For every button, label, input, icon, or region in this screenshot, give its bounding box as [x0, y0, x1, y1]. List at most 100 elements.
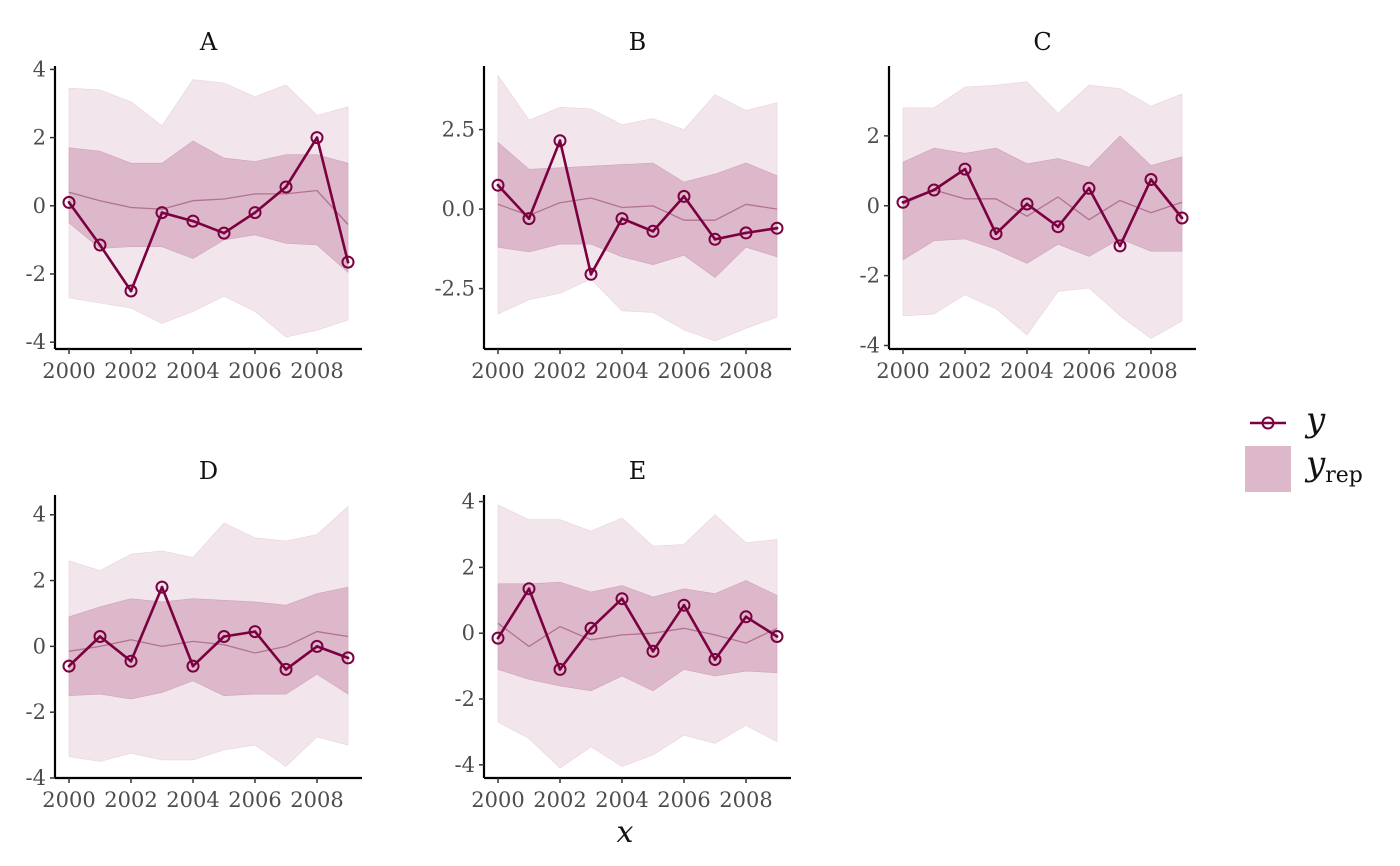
- y-observed-point: [341, 255, 355, 269]
- y-observed-point-center: [1118, 244, 1122, 248]
- y-observed-point: [1113, 239, 1127, 253]
- x-tick-label: 2004: [166, 788, 219, 812]
- x-tick-label: 2004: [595, 359, 648, 383]
- y-tick-label: -4: [860, 334, 880, 358]
- y-observed-point: [553, 662, 567, 676]
- legend-entry-yrep: yrep: [1245, 444, 1363, 492]
- y-tick-label: 0: [33, 194, 46, 218]
- legend-label-y: y: [1304, 400, 1326, 440]
- x-tick-label: 2006: [228, 788, 281, 812]
- y-tick-label: 0: [33, 634, 46, 658]
- yrep-median-line: [497, 197, 778, 221]
- y-observed-point: [1082, 181, 1096, 195]
- y-observed-point-center: [346, 260, 350, 264]
- y-observed-point: [584, 267, 598, 281]
- y-observed-point-center: [315, 136, 319, 140]
- y-observed-point-center: [620, 597, 624, 601]
- y-observed-point-center: [191, 219, 195, 223]
- y-observed-point: [708, 232, 722, 246]
- y-tick-label: 4: [462, 490, 475, 514]
- legend-yrep-band-swatch: [1245, 446, 1291, 492]
- y-observed-point: [615, 592, 629, 606]
- panel-title: C: [1033, 28, 1051, 56]
- x-axis-title: x: [617, 815, 634, 850]
- legend-label-yrep-subscript: rep: [1325, 463, 1363, 488]
- yrep-inner-interval-band: [68, 140, 349, 273]
- y-observed-point: [708, 653, 722, 666]
- panel-a: A -4 -2 0 2 4 2000 2002 2004 2006 2008: [26, 28, 362, 383]
- y-observed-point-center: [1149, 178, 1153, 181]
- y-observed-line: [496, 587, 778, 671]
- y-observed-line: [67, 136, 350, 293]
- x-tick-label: 2000: [471, 788, 524, 812]
- y-observed-point: [310, 131, 324, 145]
- y-observed-point: [248, 206, 262, 220]
- y-observed-point: [155, 580, 169, 594]
- y-observed-line: [902, 167, 1184, 248]
- y-observed-point-center: [589, 272, 593, 276]
- x-tick-label: 2008: [719, 359, 772, 383]
- y-observed-point-center: [963, 167, 967, 171]
- y-tick-label: 0: [867, 194, 880, 218]
- x-tick-label: 2008: [290, 359, 343, 383]
- y-observed-point-center: [1180, 216, 1184, 220]
- y-observed-point-center: [558, 139, 562, 143]
- yrep-median-line: [68, 630, 349, 654]
- x-tick-label: 2004: [1000, 359, 1053, 383]
- y-observed-point-center: [284, 185, 288, 189]
- x-tick-label: 2000: [471, 359, 524, 383]
- panel-e: E -4 -2 0 2 4 2000 2002 2004 2006 2008: [455, 457, 791, 812]
- y-observed-point: [491, 631, 505, 645]
- yrep-median-line: [902, 189, 1183, 221]
- x-tick-label: 2000: [876, 359, 929, 383]
- y-observed-point: [217, 226, 231, 240]
- y-observed-point-center: [713, 237, 717, 241]
- y-observed-point-center: [682, 195, 686, 198]
- y-observed-point: [958, 162, 972, 176]
- y-observed-point-center: [496, 183, 500, 187]
- y-observed-point: [93, 630, 107, 643]
- y-observed-point-center: [1056, 225, 1060, 229]
- y-tick-label: 2.5: [442, 118, 475, 142]
- y-observed-point: [186, 214, 200, 228]
- y-observed-point-center: [191, 664, 195, 668]
- y-observed-point: [677, 598, 691, 612]
- y-observed-point-center: [253, 630, 257, 633]
- x-tick-label: 2000: [42, 359, 95, 383]
- yrep-median-line: [68, 189, 349, 225]
- y-observed-line: [497, 139, 778, 276]
- x-tick-label: 2000: [42, 788, 95, 812]
- y-tick-label: -2: [26, 262, 46, 286]
- y-observed-point: [279, 180, 293, 194]
- y-observed-point: [217, 630, 231, 643]
- y-observed-point: [896, 195, 910, 209]
- y-observed-point: [248, 625, 262, 639]
- y-observed-point: [310, 639, 324, 653]
- y-observed-point: [677, 189, 691, 203]
- y-observed-point-center: [744, 231, 748, 235]
- y-observed-point-center: [932, 188, 936, 192]
- y-observed-point: [155, 206, 169, 220]
- y-observed-point-center: [1025, 202, 1029, 206]
- y-observed-point-center: [651, 649, 655, 653]
- y-observed-point-center: [713, 658, 717, 661]
- y-observed-point-center: [527, 217, 531, 221]
- y-observed-point: [522, 582, 536, 596]
- y-observed-point-center: [901, 200, 905, 204]
- y-observed-point-center: [775, 226, 779, 230]
- y-observed-point-center: [682, 603, 686, 607]
- y-observed-point: [341, 651, 355, 665]
- y-observed-point-center: [744, 615, 748, 619]
- y-observed-point-center: [346, 656, 350, 660]
- y-tick-label: 2: [33, 126, 46, 150]
- y-observed-point: [1144, 173, 1158, 186]
- y-observed-point-center: [98, 243, 102, 247]
- panel-title: B: [629, 28, 647, 56]
- y-observed-point: [646, 644, 660, 658]
- x-tick-label: 2006: [657, 359, 710, 383]
- y-observed-point: [615, 212, 629, 226]
- y-tick-label: 0.0: [442, 197, 475, 221]
- y-tick-label: 4: [33, 503, 46, 527]
- legend-y-point-swatch: [1261, 416, 1275, 430]
